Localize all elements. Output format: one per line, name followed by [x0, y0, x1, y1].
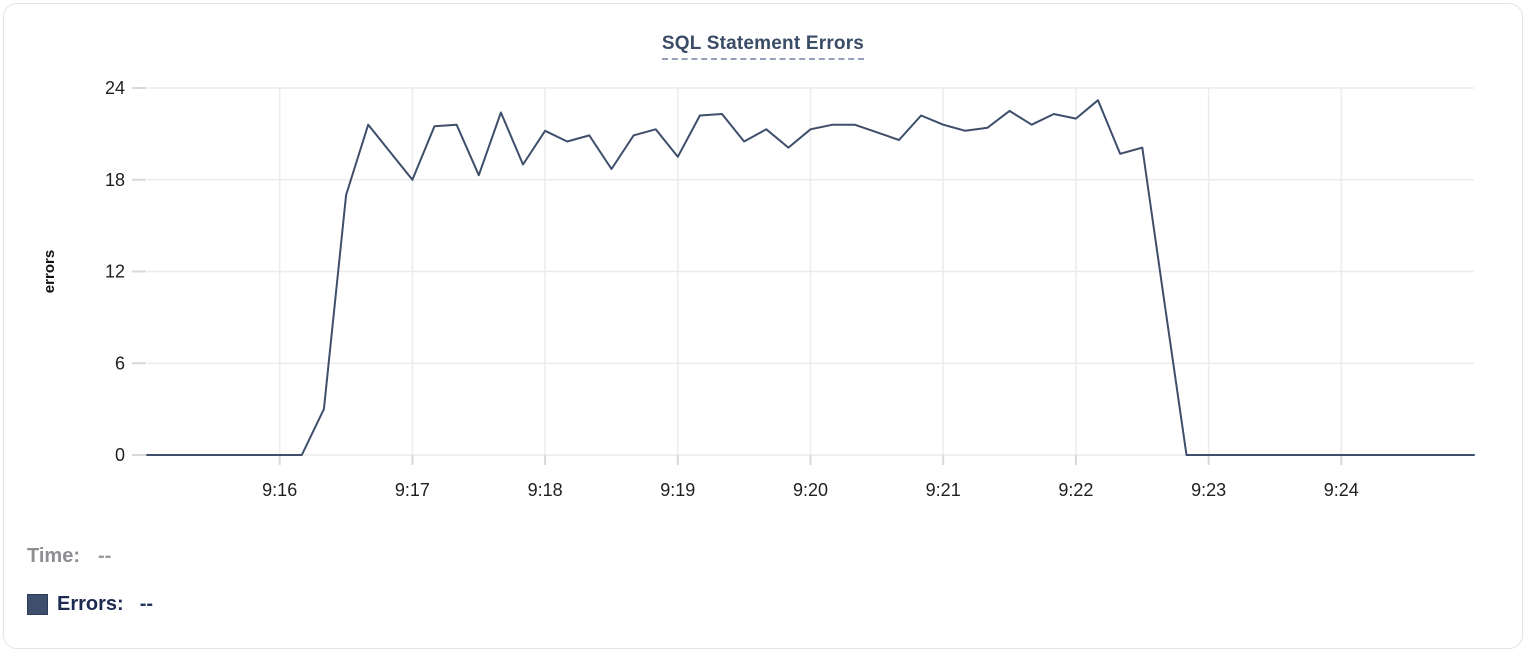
y-tick-label: 6	[115, 353, 125, 373]
hover-legend: Time: -- Errors: --	[27, 544, 627, 616]
y-tick-label: 18	[105, 170, 125, 190]
x-tick-label: 9:23	[1191, 480, 1226, 500]
legend-errors-label: Errors:	[57, 592, 124, 615]
legend-errors-value: --	[139, 592, 154, 615]
x-tick-label: 9:17	[395, 480, 430, 500]
legend-time-value: --	[97, 544, 112, 567]
x-tick-label: 9:22	[1058, 480, 1093, 500]
errors-series-swatch-icon	[27, 593, 48, 615]
errors-series-line	[146, 99, 1475, 456]
x-tick-label: 9:24	[1324, 480, 1359, 500]
y-axis-title: errors	[41, 250, 58, 293]
legend-time-row: Time: --	[27, 544, 627, 568]
chart-title[interactable]: SQL Statement Errors	[661, 33, 865, 60]
x-tick-label: 9:16	[262, 480, 297, 500]
y-tick-label: 0	[115, 445, 125, 465]
legend-errors-row: Errors: --	[27, 592, 627, 616]
sql-statement-errors-chart-card: SQL Statement Errors 0 6 12 18 24 9:16 9:17 9:1…	[3, 3, 1523, 649]
chart-title-wrap: SQL Statement Errors	[4, 33, 1522, 60]
y-tick-label: 12	[105, 262, 125, 282]
errors-line-chart[interactable]: 0 6 12 18 24 9:16 9:17 9:18 9:19 9:20 9:21 9:22 9:23…	[4, 4, 1528, 509]
x-tick-label: 9:20	[793, 480, 828, 500]
x-tick-label: 9:19	[660, 480, 695, 500]
x-tick-label: 9:18	[528, 480, 563, 500]
y-tick-label: 24	[105, 78, 125, 98]
legend-time-label: Time:	[27, 544, 80, 567]
x-tick-label: 9:21	[926, 480, 961, 500]
